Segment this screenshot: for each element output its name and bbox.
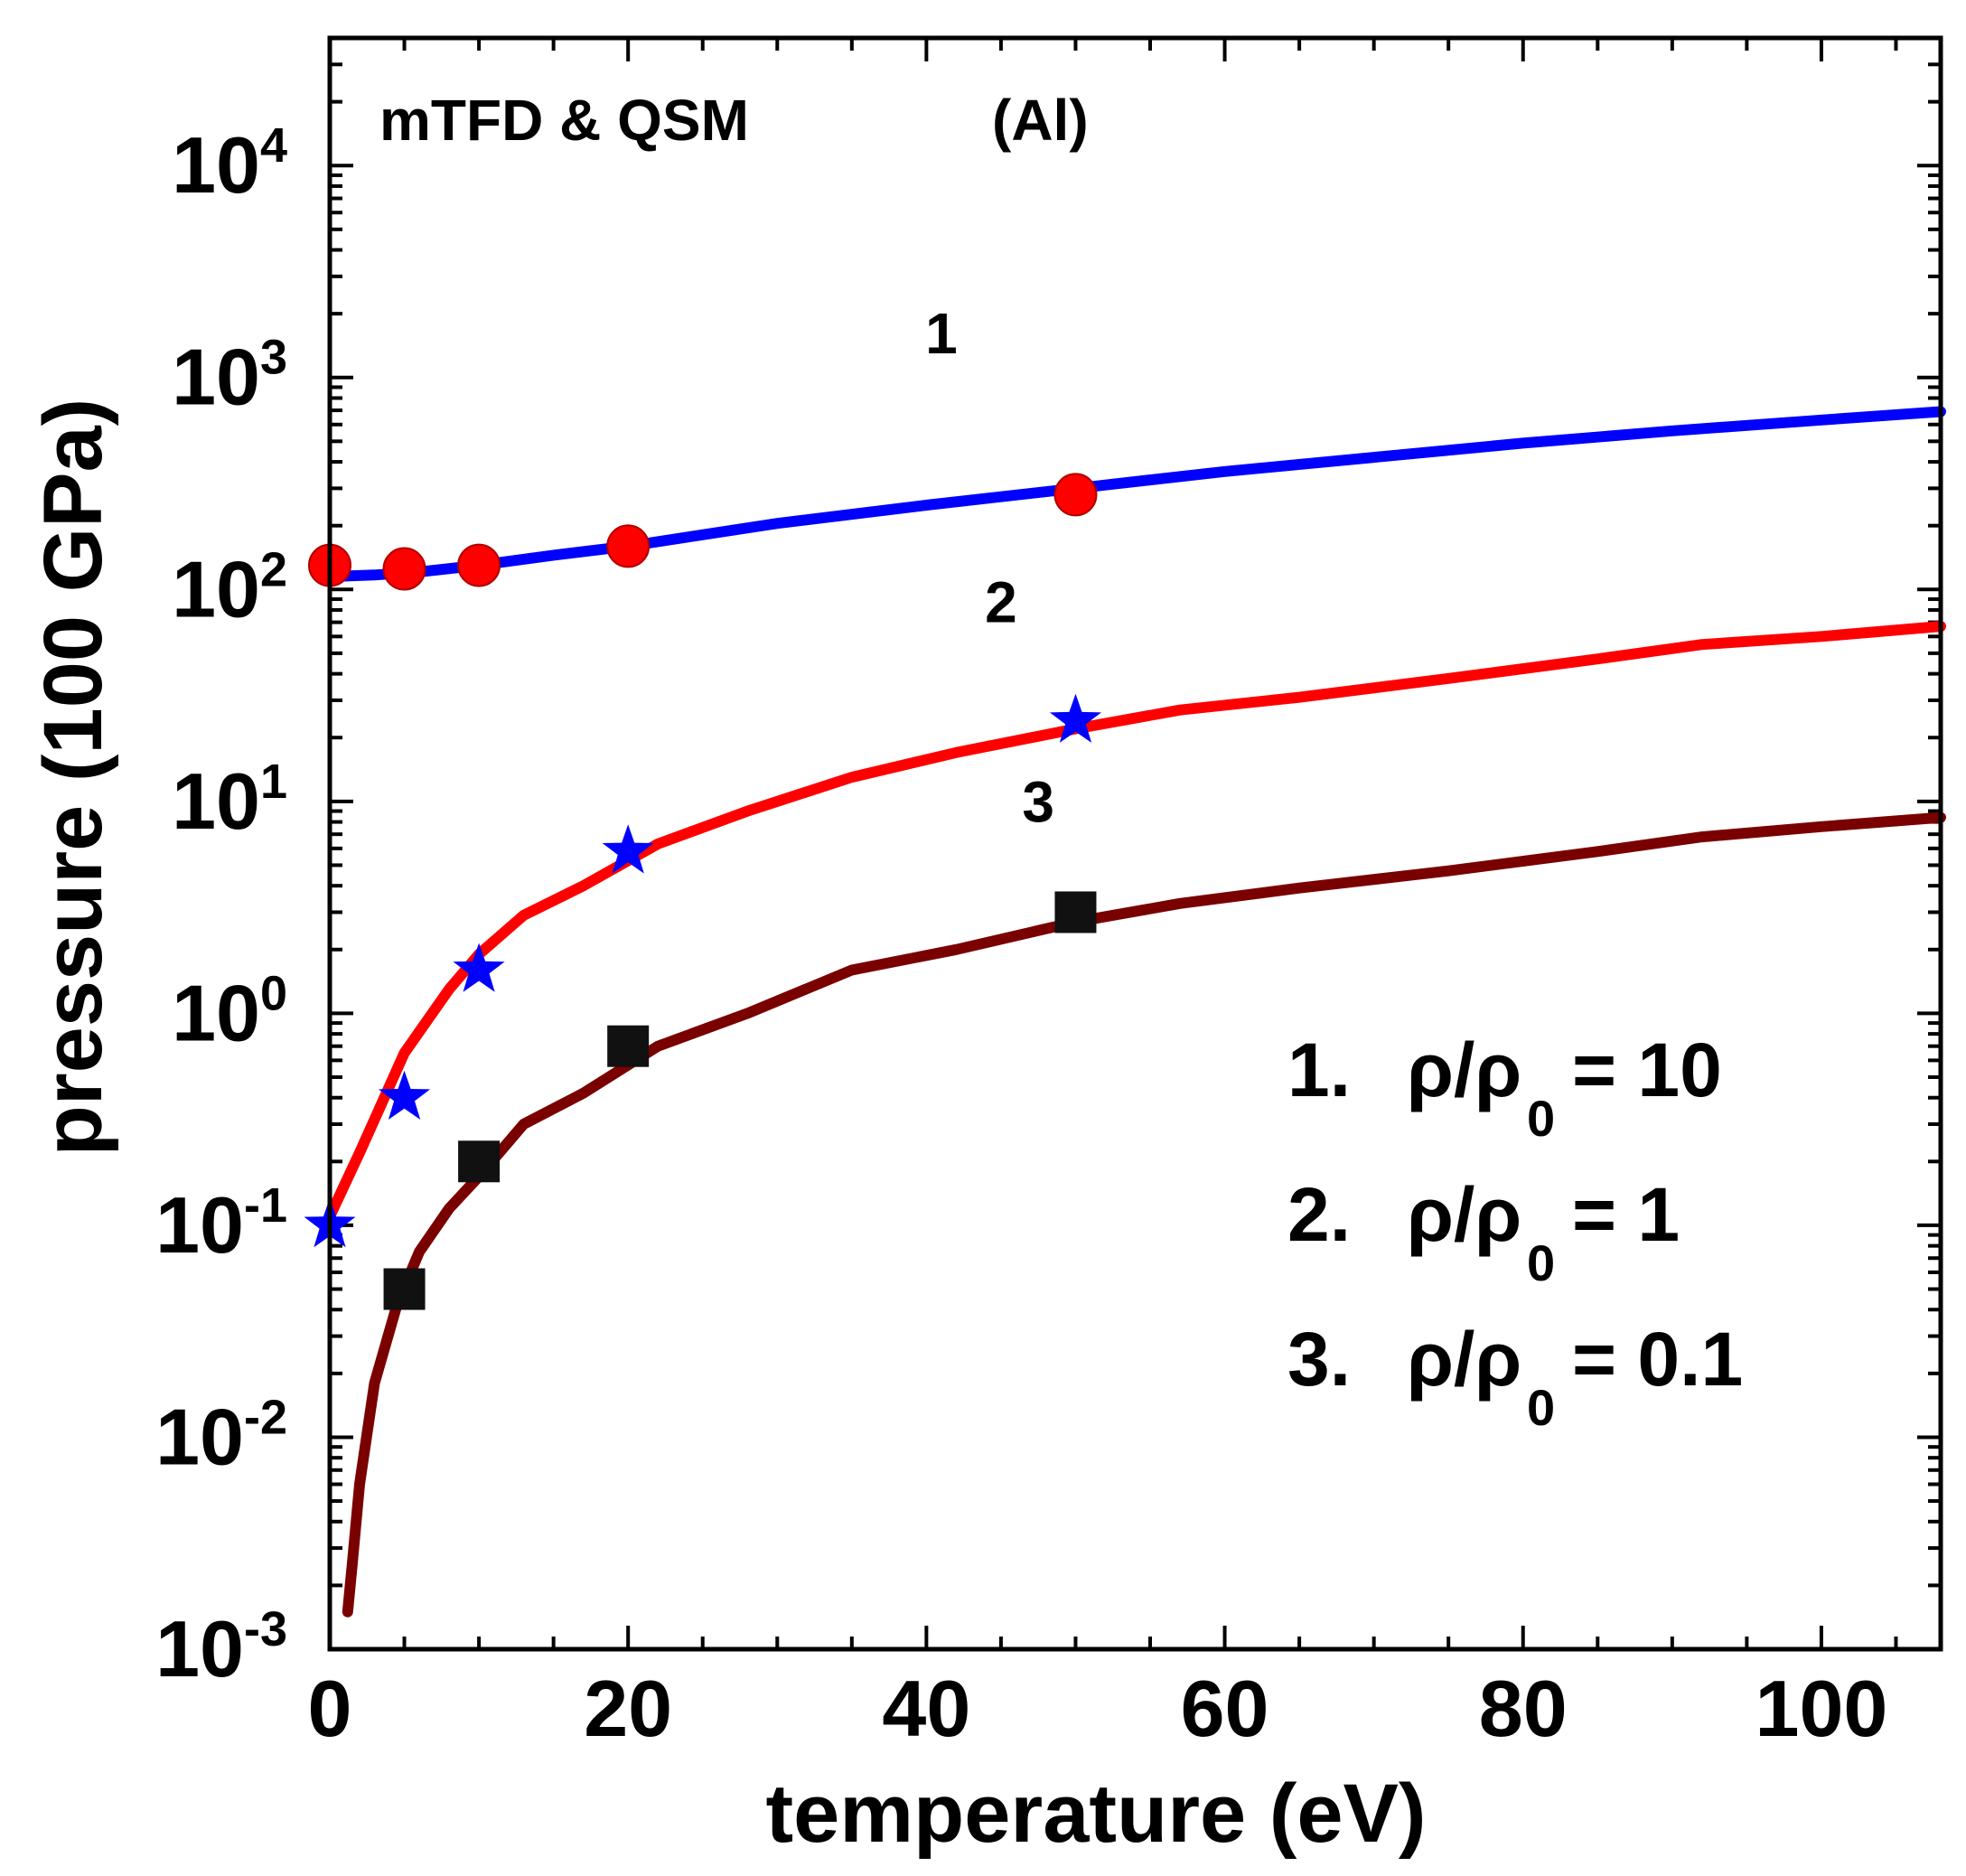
marker-star [602,824,654,874]
x-tick-label: 100 [1755,1664,1888,1753]
legend-entry-subscript: 0 [1527,1379,1555,1436]
marker-circle [606,524,651,568]
series-line-1 [324,406,1946,583]
annotation-material: (Al) [992,88,1089,153]
y-tick-exponent: 4 [260,118,287,173]
y-tick-exponent: 2 [260,542,287,596]
y-tick-label: 104 [172,118,287,210]
y-tick-label: 10-1 [155,1178,287,1270]
marker-square [383,1268,426,1310]
legend-entry-value: = 0.1 [1572,1317,1743,1402]
y-tick-base: 10 [155,1180,244,1270]
legend-entry: 2. ρ/ρ0 = 1 [1287,1172,1680,1291]
marker-star [379,1070,431,1120]
y-tick-label: 100 [172,966,287,1057]
y-tick-base: 10 [155,1604,244,1693]
y-tick-base: 10 [172,333,260,422]
y-tick-exponent: 0 [260,966,287,1020]
legend-entry-value: = 10 [1572,1027,1722,1112]
x-tick-label: 20 [584,1664,672,1753]
y-tick-exponent: 3 [260,331,287,385]
series-lines [324,406,1946,1618]
x-tick-labels: 0 20 40 60 80 100 [308,1664,1888,1753]
y-axis-title: pressure (100 GPa) [27,399,119,1157]
y-tick-base: 10 [155,1392,244,1481]
marker-circle [382,547,426,591]
plot-frame [327,35,1943,1652]
y-tick-label: 101 [172,755,287,846]
legend-entry-ratio: ρ/ρ [1407,1172,1521,1257]
legend-entry-value: = 1 [1572,1172,1680,1257]
legend-entry-number: 2. [1287,1172,1351,1257]
y-tick-exponent: -1 [244,1178,287,1233]
x-tick-label: 60 [1181,1664,1269,1753]
marker-circle [1053,473,1098,517]
marker-star [453,943,505,992]
series-line-2 [324,621,1946,1223]
legend-entry-number: 1. [1287,1027,1351,1112]
legend-entry: 1. ρ/ρ0 = 10 [1287,1027,1722,1147]
marker-circle [457,543,501,587]
y-tick-label: 102 [172,542,287,633]
y-tick-base: 10 [172,120,260,210]
y-tick-base: 10 [172,756,260,846]
curve-labels: 1 2 3 [925,301,1054,835]
series-line-3 [342,811,1946,1618]
y-tick-exponent: -2 [244,1390,287,1444]
y-tick-label: 10-3 [155,1602,287,1693]
curve-label-3: 3 [1022,770,1054,835]
x-tick-label: 40 [882,1664,970,1753]
y-tick-exponent: -3 [244,1602,287,1656]
legend-entry-ratio: ρ/ρ [1407,1317,1521,1402]
curve-label-2: 2 [985,570,1017,635]
legend-entry-ratio: ρ/ρ [1407,1027,1521,1112]
y-tick-label: 10-2 [155,1390,287,1481]
curve-label-1: 1 [925,301,958,366]
marker-square [1054,891,1097,933]
x-axis-title: temperature (eV) [765,1768,1426,1860]
y-tick-base: 10 [172,968,260,1057]
legend: 1. ρ/ρ0= 102. ρ/ρ0= 13. ρ/ρ0= 0.1 [1287,1027,1743,1436]
marker-square [607,1025,650,1067]
marker-star [1049,693,1101,743]
x-tick-label: 80 [1479,1664,1568,1753]
legend-entry-subscript: 0 [1527,1234,1555,1291]
y-tick-base: 10 [172,544,260,633]
y-tick-exponent: 1 [260,755,287,809]
annotation-method: mTFD & QSM [379,88,749,153]
marker-square [458,1140,501,1183]
legend-entry: 3. ρ/ρ0 = 0.1 [1287,1317,1743,1436]
x-tick-label: 0 [308,1664,352,1753]
y-tick-label: 103 [172,331,287,422]
legend-entry-subscript: 0 [1527,1090,1555,1147]
legend-entry-number: 3. [1287,1317,1351,1402]
